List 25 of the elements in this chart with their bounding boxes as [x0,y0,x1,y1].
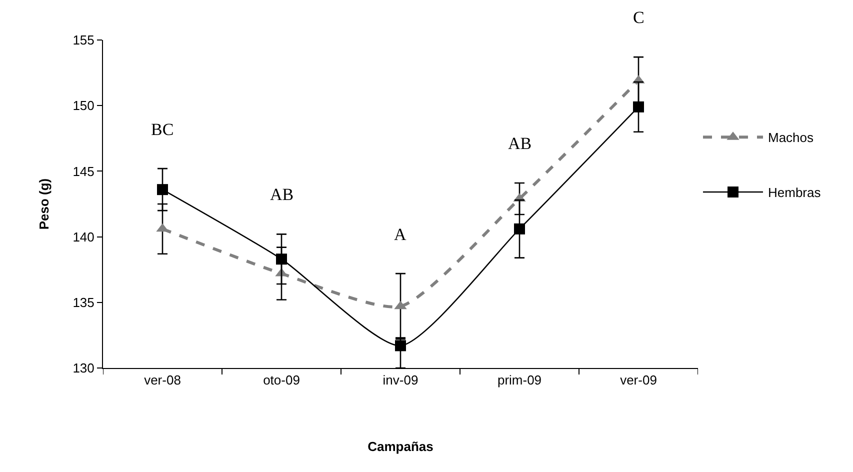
point [276,254,287,265]
y-tick-label: 150 [72,98,94,114]
y-tick-label: 145 [72,164,94,179]
annotation: AB [508,134,532,153]
x-tick-label: oto-09 [263,372,300,388]
x-axis-title: Campañas [368,439,434,454]
y-tick-label: 130 [72,360,94,376]
point [157,184,168,196]
x-tick-label: ver-08 [144,372,181,388]
legend-label: Hembras [768,185,822,200]
annotation: AB [270,185,294,204]
annotation: A [394,225,407,244]
point [395,340,406,352]
point [514,223,525,234]
y-tick-label: 155 [72,32,94,48]
point [633,101,644,112]
x-tick-label: ver-09 [620,372,657,388]
y-tick-label: 140 [72,229,94,244]
x-tick-label: prim-09 [497,372,542,388]
y-axis-title: Peso (g) [36,178,52,230]
x-tick-label: inv-09 [382,372,418,388]
annotation: BC [151,120,174,139]
legend-label: Machos [768,130,814,146]
text: C [633,8,644,27]
y-tick-label: 135 [72,294,94,310]
